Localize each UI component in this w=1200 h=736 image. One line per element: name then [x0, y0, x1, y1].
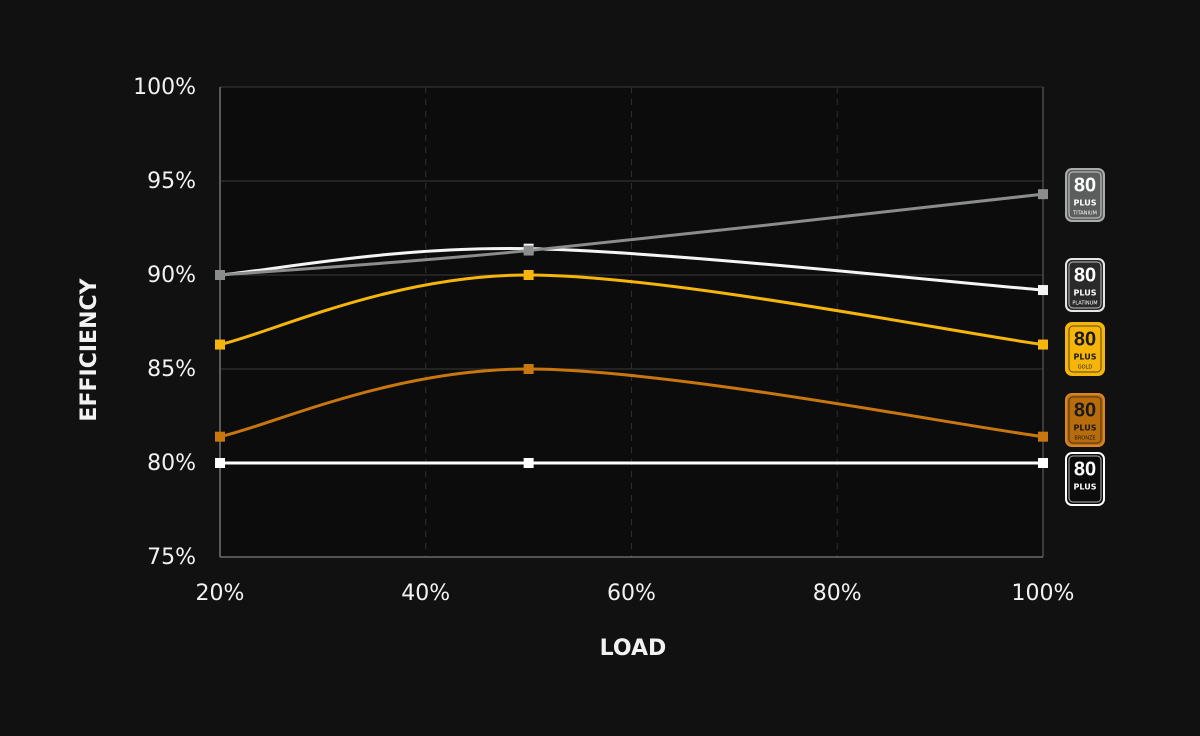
legend-item: 80 PLUS TITANIUM [1065, 168, 1105, 222]
legend-badge [1065, 393, 1105, 447]
x-tick-label: 60% [607, 581, 656, 606]
legend-badge-number: 80 [1074, 328, 1096, 350]
legend-badge-inner [1068, 171, 1102, 219]
x-tick-label: 80% [813, 581, 862, 606]
data-point [215, 458, 225, 468]
y-tick-label: 80% [147, 451, 196, 476]
data-point [523, 364, 534, 374]
data-point [523, 270, 534, 280]
data-point [1038, 458, 1048, 468]
series-line [219, 273, 1044, 347]
data-point [523, 458, 534, 468]
data-point [215, 270, 225, 280]
legend-badge-inner [1068, 396, 1102, 444]
legend-item: 80 PLUS GOLD [1065, 322, 1105, 376]
legend-badge-plus: PLUS [1074, 289, 1097, 298]
y-axis-label: EFFICIENCY [77, 277, 102, 421]
legend-label: PLATINUM [1072, 301, 1097, 307]
series-line [219, 367, 1044, 439]
legend-badge-inner [1068, 261, 1102, 309]
x-axis-label: LOAD [600, 636, 667, 661]
legend-badge [1065, 452, 1105, 506]
legend-badge [1065, 168, 1105, 222]
data-point [215, 339, 225, 350]
y-tick-label: 100% [133, 75, 196, 100]
data-point [215, 431, 225, 442]
legend-badge-plus: PLUS [1074, 424, 1097, 433]
y-tick-label: 75% [147, 545, 196, 570]
data-point [1038, 189, 1048, 200]
legend-item: 80 PLUS BRONZE [1065, 393, 1105, 447]
legend-badge-inner [1068, 455, 1102, 503]
x-tick-label: 40% [401, 581, 450, 606]
data-point [1038, 285, 1048, 296]
legend-label: GOLD [1078, 365, 1093, 371]
data-point [1038, 339, 1048, 350]
x-tick-label: 20% [196, 581, 245, 606]
legend-label: TITANIUM [1072, 211, 1097, 217]
series-line [219, 247, 1044, 292]
legend-badge-plus: PLUS [1074, 483, 1097, 492]
legend-badge-number: 80 [1074, 399, 1096, 421]
legend-label: BRONZE [1074, 436, 1095, 442]
y-tick-label: 95% [147, 169, 196, 194]
legend-badge-number: 80 [1074, 174, 1096, 196]
legend-badge-number: 80 [1074, 264, 1096, 286]
legend-item: 80 PLUS [1065, 452, 1105, 506]
legend-item: 80 PLUS PLATINUM [1065, 258, 1105, 312]
legend-badge [1065, 258, 1105, 312]
data-point [1038, 431, 1048, 442]
legend-badge-inner [1068, 325, 1102, 373]
legend-badge-plus: PLUS [1074, 199, 1097, 208]
x-tick-label: 100% [1012, 581, 1075, 606]
y-tick-label: 90% [147, 263, 196, 288]
legend-badge [1065, 322, 1105, 376]
legend-badge-plus: PLUS [1074, 353, 1097, 362]
legend-badge-number: 80 [1074, 458, 1096, 480]
y-tick-label: 85% [147, 357, 196, 382]
series-line [219, 192, 1044, 277]
data-point [523, 245, 534, 256]
